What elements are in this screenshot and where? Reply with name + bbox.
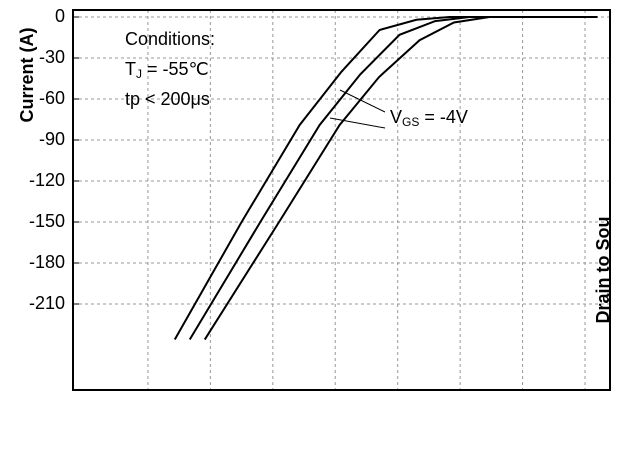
y-tick-label: -60: [39, 88, 65, 108]
annotation-part: = -4V: [419, 107, 468, 127]
plot-frame: [72, 9, 611, 391]
y-tick-label: 0: [55, 6, 65, 26]
y-tick-label: -120: [29, 170, 65, 190]
annotation: TJ = -55℃: [125, 59, 209, 81]
annotation-sub: GS: [402, 115, 419, 129]
line-series: [188, 16, 598, 341]
arrow: [329, 117, 386, 129]
annotation-part: V: [390, 107, 402, 127]
y-axis-label: Current (A): [17, 28, 37, 123]
annotation: Conditions:: [125, 29, 215, 49]
annotation-part: = -55℃: [142, 59, 209, 79]
annotation-sub: J: [136, 67, 142, 81]
y-tick-label: -180: [29, 252, 65, 272]
line-series: [203, 16, 598, 341]
arrow: [339, 89, 386, 113]
y-tick-label: -210: [29, 293, 65, 313]
y-tick-label: -150: [29, 211, 65, 231]
y-tick-label: -30: [39, 47, 65, 67]
annotation: tp < 200μs: [125, 89, 210, 109]
right-axis-label: Drain to Sou: [593, 217, 613, 324]
annotation: VGS = -4V: [390, 107, 468, 129]
annotation-part: T: [125, 59, 136, 79]
y-tick-label: -90: [39, 129, 65, 149]
line-series: [173, 16, 598, 341]
